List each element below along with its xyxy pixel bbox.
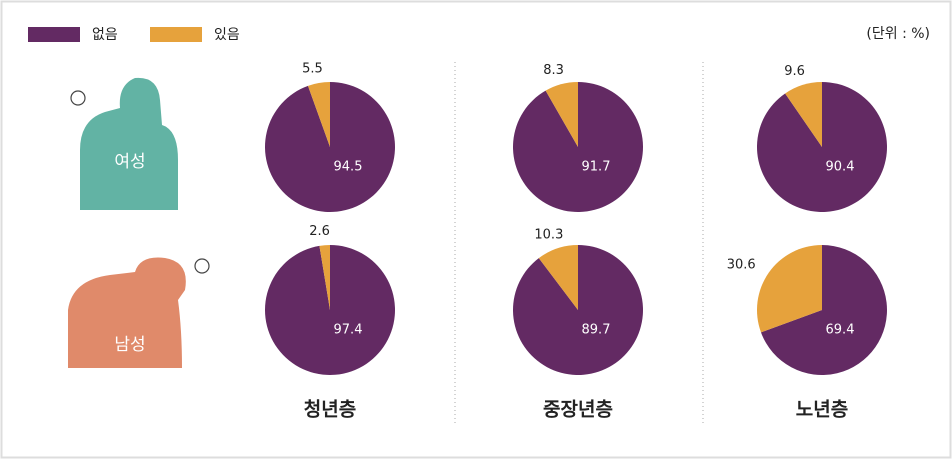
column-label: 청년층 <box>304 399 356 421</box>
value-label: 91.7 <box>582 160 611 175</box>
value-label: 2.6 <box>309 224 330 239</box>
pie-slice <box>307 82 330 147</box>
column-label: 노년층 <box>796 399 848 421</box>
value-label: 8.3 <box>543 63 564 78</box>
male-figure <box>68 257 210 368</box>
unit: (단위 : %) <box>866 26 930 42</box>
value-label: 10.3 <box>534 228 563 243</box>
pie-slice <box>757 82 888 213</box>
column-label: 중장년층 <box>543 399 613 421</box>
legend-swatch <box>150 27 202 42</box>
female-figure <box>70 77 178 210</box>
value-label: 30.6 <box>727 257 756 272</box>
pie-slice <box>319 245 330 310</box>
value-label: 69.4 <box>826 323 855 338</box>
pie-slice <box>538 245 578 310</box>
pie-slice <box>756 245 822 333</box>
value-label: 5.5 <box>302 62 323 77</box>
legend-label: 있음 <box>214 27 240 43</box>
legend-label: 없음 <box>92 27 118 43</box>
pie-slice <box>545 82 578 147</box>
value-label: 90.4 <box>826 160 855 175</box>
value-label: 97.4 <box>334 323 363 338</box>
row-label: 남성 <box>114 335 145 355</box>
row-label: 여성 <box>114 152 145 172</box>
value-label: 94.5 <box>334 160 363 175</box>
pie-slice <box>785 82 822 147</box>
value-label: 9.6 <box>784 64 805 79</box>
pie-slice <box>264 82 395 213</box>
pie-slice <box>760 245 887 376</box>
value-label: 89.7 <box>582 323 611 338</box>
legend-swatch <box>28 27 80 42</box>
